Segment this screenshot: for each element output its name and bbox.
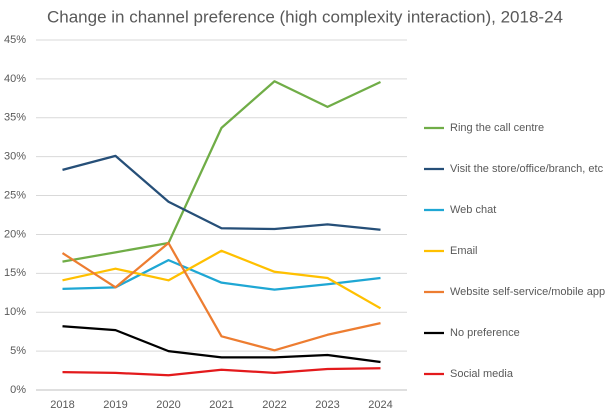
series-line [62,249,382,310]
y-tick-label: 40% [4,73,26,85]
x-tick-label: 2020 [156,399,180,411]
x-tick-label: 2021 [209,399,233,411]
legend-label: Ring the call centre [450,122,544,134]
y-tick-label: 30% [4,151,26,163]
legend-label: Visit the store/office/branch, etc [450,163,604,175]
x-tick-label: 2018 [50,399,74,411]
legend-label: Social media [450,368,514,380]
x-tick-label: 2023 [315,399,339,411]
y-tick-label: 15% [4,267,26,279]
legend-label: Website self-service/mobile app [450,286,605,298]
x-tick-label: 2019 [103,399,127,411]
chart-title: Change in channel preference (high compl… [47,7,563,26]
series-line [62,367,381,377]
x-tick-label: 2024 [368,399,392,411]
y-tick-label: 25% [4,189,26,201]
y-tick-label: 0% [10,384,26,396]
y-tick-label: 10% [4,306,26,318]
legend-label: Email [450,245,478,257]
y-tick-label: 45% [4,34,26,46]
legend-label: No preference [450,327,520,339]
series-line [62,80,381,263]
y-tick-label: 20% [4,228,26,240]
series-line [62,325,381,364]
series-line [61,241,381,352]
series-line [62,154,381,231]
y-tick-label: 5% [10,345,26,357]
y-tick-label: 35% [4,112,26,124]
legend-label: Web chat [450,204,496,216]
x-tick-label: 2022 [262,399,286,411]
